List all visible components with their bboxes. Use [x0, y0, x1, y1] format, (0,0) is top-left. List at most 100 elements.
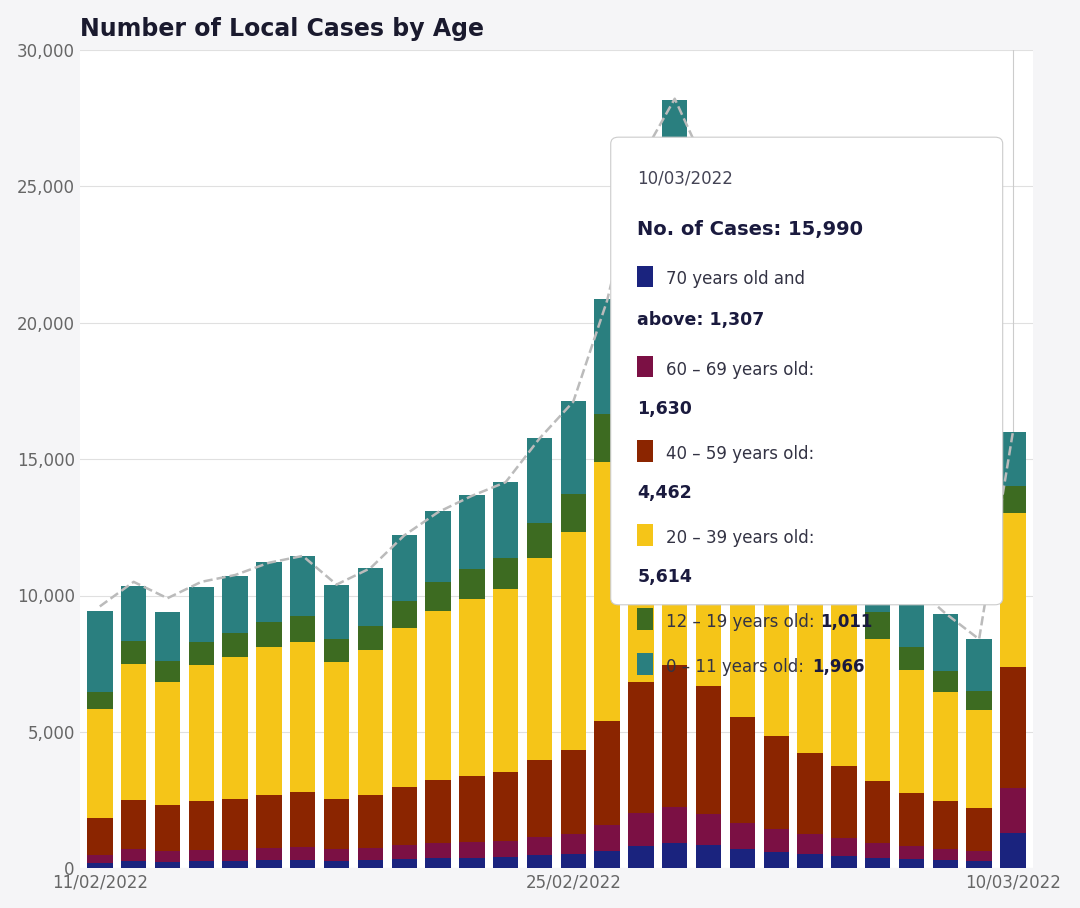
Bar — [527, 558, 552, 760]
Bar — [256, 794, 282, 848]
Bar — [357, 794, 383, 848]
Bar — [87, 863, 112, 868]
Bar — [121, 640, 146, 664]
FancyBboxPatch shape — [637, 356, 652, 378]
Bar — [832, 766, 856, 838]
Bar — [189, 862, 214, 868]
Bar — [256, 622, 282, 647]
Bar — [899, 584, 924, 646]
Bar — [256, 860, 282, 868]
Bar — [797, 557, 823, 754]
Bar — [87, 610, 112, 693]
Bar — [594, 824, 620, 851]
Bar — [730, 824, 755, 849]
Bar — [392, 601, 417, 628]
Bar — [154, 661, 180, 682]
Bar — [426, 780, 450, 844]
Bar — [87, 693, 112, 709]
Bar — [933, 860, 958, 868]
Bar — [256, 562, 282, 622]
Bar — [797, 834, 823, 854]
Bar — [730, 417, 755, 466]
Bar — [392, 628, 417, 786]
Bar — [154, 612, 180, 661]
Bar — [189, 665, 214, 802]
Bar — [594, 851, 620, 868]
Bar — [426, 611, 450, 780]
Bar — [967, 691, 991, 710]
Text: 0 – 11 years old:: 0 – 11 years old: — [666, 658, 809, 676]
Bar — [222, 850, 247, 861]
Bar — [967, 710, 991, 808]
Bar — [764, 829, 788, 852]
Bar — [629, 309, 653, 369]
Bar — [256, 647, 282, 794]
Bar — [189, 587, 214, 642]
Bar — [527, 439, 552, 523]
Bar — [459, 568, 485, 598]
Bar — [492, 589, 518, 773]
Bar — [492, 558, 518, 589]
Bar — [154, 682, 180, 804]
Bar — [764, 852, 788, 868]
FancyBboxPatch shape — [637, 608, 652, 629]
Bar — [629, 814, 653, 846]
Bar — [865, 857, 890, 868]
Bar — [899, 793, 924, 846]
FancyBboxPatch shape — [637, 654, 652, 675]
Bar — [189, 851, 214, 862]
Bar — [324, 799, 349, 849]
Bar — [154, 852, 180, 862]
Bar — [492, 773, 518, 841]
Bar — [121, 586, 146, 640]
Bar — [222, 861, 247, 868]
Bar — [1000, 432, 1026, 486]
Bar — [459, 598, 485, 776]
Bar — [696, 173, 721, 324]
Bar — [87, 709, 112, 818]
Text: 10/03/2022: 10/03/2022 — [637, 170, 733, 188]
Bar — [865, 538, 890, 612]
Bar — [324, 662, 349, 799]
Text: 40 – 59 years old:: 40 – 59 years old: — [666, 445, 814, 463]
Bar — [324, 861, 349, 868]
Bar — [222, 633, 247, 657]
Bar — [527, 760, 552, 837]
Bar — [357, 626, 383, 650]
Bar — [291, 793, 315, 847]
Bar — [154, 862, 180, 868]
Bar — [933, 849, 958, 860]
Bar — [933, 614, 958, 671]
Bar — [291, 860, 315, 868]
Bar — [121, 800, 146, 849]
Bar — [832, 594, 856, 766]
Bar — [121, 849, 146, 861]
Bar — [865, 612, 890, 639]
Text: 1,966: 1,966 — [812, 658, 864, 676]
Bar — [629, 369, 653, 682]
Bar — [865, 639, 890, 782]
Bar — [1000, 833, 1026, 868]
Bar — [696, 686, 721, 814]
Bar — [492, 841, 518, 857]
Bar — [764, 357, 788, 469]
Bar — [865, 843, 890, 857]
FancyBboxPatch shape — [637, 440, 652, 461]
Bar — [459, 857, 485, 868]
Text: 20 – 39 years old:: 20 – 39 years old: — [666, 528, 814, 547]
Bar — [154, 804, 180, 852]
Bar — [459, 776, 485, 842]
Bar — [967, 861, 991, 868]
Text: No. of Cases: 15,990: No. of Cases: 15,990 — [637, 220, 863, 239]
Bar — [561, 400, 586, 494]
Bar — [594, 462, 620, 721]
Bar — [121, 664, 146, 800]
Bar — [797, 420, 823, 519]
Bar — [222, 799, 247, 850]
Bar — [797, 754, 823, 834]
FancyBboxPatch shape — [610, 137, 1002, 605]
Bar — [527, 523, 552, 558]
Bar — [730, 466, 755, 717]
Bar — [899, 646, 924, 670]
Bar — [764, 735, 788, 829]
